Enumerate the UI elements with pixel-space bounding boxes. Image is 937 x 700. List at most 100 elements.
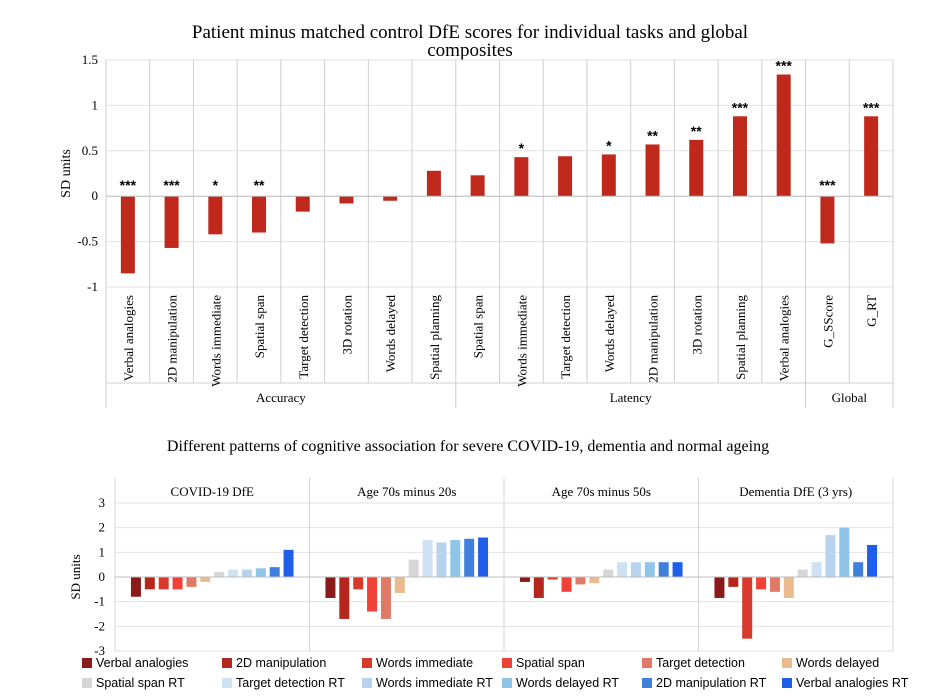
chart2-bar <box>186 577 197 587</box>
chart2-bar <box>158 577 169 590</box>
chart2-bar <box>269 567 280 577</box>
legend-item: 2D manipulation <box>222 656 362 670</box>
chart2-bar <box>825 535 836 577</box>
chart2-bar <box>672 562 683 577</box>
chart1-category-label: Words immediate <box>514 295 529 387</box>
legend-item: Target detection RT <box>222 676 362 690</box>
legend-swatch <box>782 658 792 668</box>
chart1-bar <box>732 116 747 197</box>
chart2-bar <box>450 540 461 577</box>
chart2-ytick-label: 2 <box>99 520 106 535</box>
chart1-bar <box>601 154 616 197</box>
chart2-bar <box>408 559 419 577</box>
chart1-category-label: G_SScore <box>820 295 835 348</box>
chart2-panel-title: Age 70s minus 50s <box>552 484 651 499</box>
chart1-category-label: Spatial planning <box>427 295 442 380</box>
chart1-bar <box>426 170 441 197</box>
chart2-bar <box>644 562 655 577</box>
chart1-ytick-label: 1 <box>92 97 99 112</box>
chart1-bar <box>776 74 791 197</box>
chart1-ytick-label: 0 <box>92 188 99 203</box>
legend-label: 2D manipulation RT <box>656 676 767 690</box>
chart1-category-label: Spatial planning <box>733 295 748 380</box>
legend-label: Verbal analogies <box>96 656 189 670</box>
legend-row: Spatial span RT Target detection RT Words … <box>82 673 932 693</box>
chart1-bar <box>208 196 223 235</box>
chart2-bar <box>283 549 294 577</box>
chart2-bar <box>367 577 378 612</box>
legend-item: Spatial span <box>502 656 642 670</box>
chart1-significance-label: ** <box>691 123 702 139</box>
chart1-ytick-label: -0.5 <box>77 234 98 249</box>
chart2-bar <box>464 538 475 577</box>
chart2-y-axis-label: SD units <box>68 554 83 599</box>
chart2-bar <box>228 569 239 577</box>
legend-swatch <box>222 678 232 688</box>
chart2-ytick-label: -1 <box>94 594 105 609</box>
chart2-ytick-label: 3 <box>99 495 106 510</box>
chart2-bar <box>144 577 155 590</box>
chart1-category-label: Spatial span <box>471 295 486 359</box>
chart1-ytick-label: 1.5 <box>82 52 98 67</box>
legend-item: Words immediate RT <box>362 676 502 690</box>
chart2-bar <box>436 542 447 577</box>
chart2-bar <box>339 577 350 619</box>
legend-item: Target detection <box>642 656 782 670</box>
chart2-bar <box>353 577 364 590</box>
chart2-bar <box>603 569 614 577</box>
chart2-bar <box>783 577 794 598</box>
chart1-category-label: 3D rotation <box>339 295 354 355</box>
chart2-bar <box>575 577 586 585</box>
chart2-bar <box>172 577 183 590</box>
legend-item: 2D manipulation RT <box>642 676 782 690</box>
chart1-category-label: Words immediate <box>208 295 223 387</box>
legend-label: Spatial span RT <box>96 676 185 690</box>
chart1-significance-label: *** <box>863 99 880 115</box>
chart1-bar <box>820 196 835 244</box>
chart1-title-line1: Patient minus matched control DfE scores… <box>192 22 748 43</box>
chart2-legend: Verbal analogies 2D manipulation Words imm… <box>82 653 932 693</box>
legend-label: Verbal analogies RT <box>796 676 909 690</box>
chart1-category-label: Words delayed <box>602 295 617 373</box>
legend-swatch <box>222 658 232 668</box>
chart1-group-label: Accuracy <box>256 390 306 405</box>
chart2-panel-title: Dementia DfE (3 yrs) <box>739 484 852 499</box>
chart2-bar <box>630 562 641 577</box>
chart2-ytick-label: 0 <box>99 569 106 584</box>
chart1-significance-label: ** <box>254 177 265 193</box>
chart2-bar <box>756 577 767 590</box>
chart1-significance-label: * <box>606 137 612 153</box>
legend-swatch <box>362 678 372 688</box>
chart2-bar <box>325 577 336 598</box>
chart1-bar <box>645 144 660 197</box>
legend-label: Words delayed <box>796 656 880 670</box>
chart2-ytick-label: -2 <box>94 618 105 633</box>
chart1-bar <box>295 196 310 212</box>
legend-label: 2D manipulation <box>236 656 327 670</box>
chart1-significance-label: * <box>213 177 219 193</box>
legend-swatch <box>782 678 792 688</box>
chart1-category-label: 2D manipulation <box>646 295 661 383</box>
chart2-bar <box>589 577 600 584</box>
chart2-bar <box>394 577 405 594</box>
chart1-ytick-label: -1 <box>87 279 98 294</box>
chart1-ytick-label: 0.5 <box>82 143 98 158</box>
legend-swatch <box>642 658 652 668</box>
legend-label: Target detection RT <box>236 676 345 690</box>
legend-item: Spatial span RT <box>82 676 222 690</box>
legend-label: Words immediate RT <box>376 676 493 690</box>
chart1-significance-label: * <box>519 140 525 156</box>
chart1-significance-label: *** <box>163 177 180 193</box>
chart1-significance-label: *** <box>776 58 793 74</box>
chart1-category-label: Verbal analogies <box>777 295 792 381</box>
chart1-group-label: Global <box>832 390 868 405</box>
chart2-panel-title: Age 70s minus 20s <box>357 484 456 499</box>
chart2-bar <box>742 577 753 639</box>
chart2-bar <box>797 569 808 577</box>
chart2-bar <box>380 577 391 619</box>
chart2-bar <box>811 562 822 577</box>
chart1-bar <box>514 157 529 197</box>
chart1-category-label: 2D manipulation <box>165 295 180 383</box>
chart1-title-line2: composites <box>427 40 513 61</box>
legend-swatch <box>642 678 652 688</box>
